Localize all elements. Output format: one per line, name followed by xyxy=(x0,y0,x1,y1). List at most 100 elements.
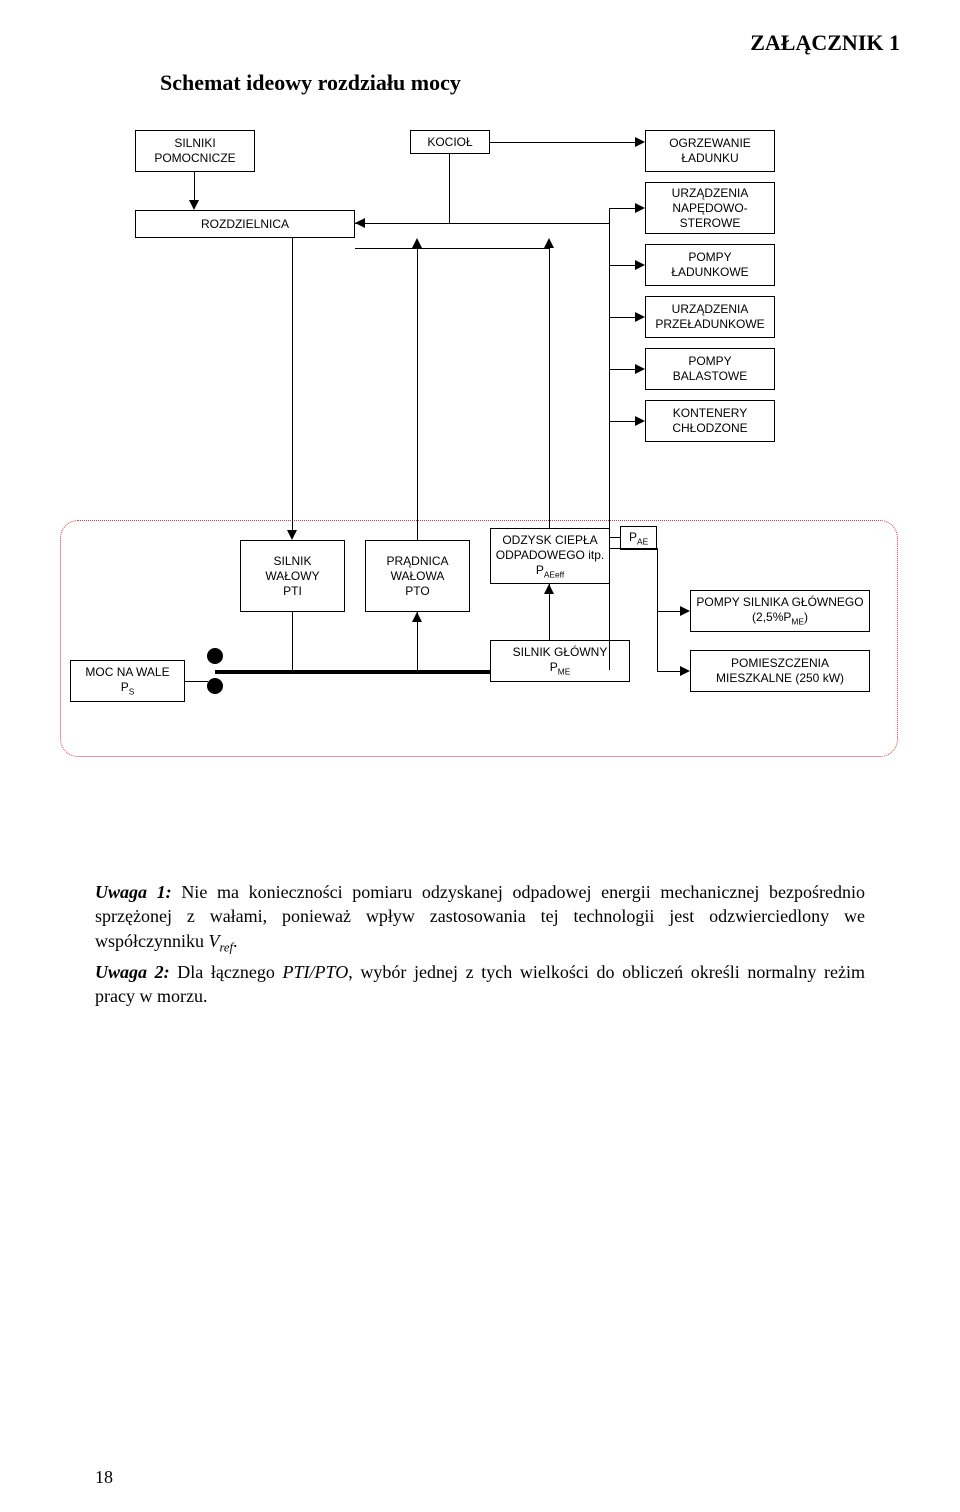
label-pradnica-walowa: PRĄDNICA WAŁOWA PTO xyxy=(386,554,448,599)
note1-ref: ref xyxy=(219,940,233,954)
box-przeladunkowe: URZĄDZENIA PRZEŁADUNKOWE xyxy=(645,296,775,338)
arw-oc-up xyxy=(544,238,554,248)
label-ogrzewanie-ladunku: OGRZEWANIE ŁADUNKU xyxy=(669,136,751,166)
arw-prze xyxy=(635,312,645,322)
label-napedowo-sterowe: URZĄDZENIA NAPĘDOWO- STEROWE xyxy=(672,186,749,231)
box-ogrzewanie-ladunku: OGRZEWANIE ŁADUNKU xyxy=(645,130,775,172)
note-1: Uwaga 1: Nie ma konieczności pomiaru odz… xyxy=(95,880,865,956)
label-pompy-silnika-glownego: POMPY SILNIKA GŁÓWNEGO (2,5%PME) xyxy=(695,595,865,627)
psg-sub: ME xyxy=(791,616,804,626)
box-pomieszczenia-mieszkalne: POMIESZCZENIA MIESZKALNE (250 kW) xyxy=(690,650,870,692)
moc-P: P xyxy=(121,680,129,694)
arw-sg-oc xyxy=(544,584,554,594)
note2-text-a: Dla łącznego xyxy=(170,962,283,982)
line-pti-shaft xyxy=(292,612,293,670)
arw-pto-up xyxy=(412,238,422,248)
stub-pbal xyxy=(609,369,635,370)
attachment-label: ZAŁĄCZNIK 1 xyxy=(750,30,900,56)
box-odzysk-ciepla: ODZYSK CIEPŁA ODPADOWEGO itp. PAEeff xyxy=(490,528,610,584)
arrow-bus-to-rozdz xyxy=(355,218,365,228)
stub-kont xyxy=(609,421,635,422)
line-pae-to-branch xyxy=(609,548,658,549)
box-pradnica-walowa: PRĄDNICA WAŁOWA PTO xyxy=(365,540,470,612)
note2-label: Uwaga 2: xyxy=(95,962,170,982)
stub-plad xyxy=(609,265,635,266)
oc-text: ODZYSK CIEPŁA ODPADOWEGO itp. xyxy=(496,533,604,562)
line-pae-branch xyxy=(657,548,658,671)
arw-nap xyxy=(635,203,645,213)
stub-prze xyxy=(609,317,635,318)
line-moc-shaft xyxy=(185,681,208,682)
box-silnik-walowy: SILNIK WAŁOWY PTI xyxy=(240,540,345,612)
note1-V: V xyxy=(208,931,219,951)
label-kociol: KOCIOŁ xyxy=(427,135,472,150)
box-napedowo-sterowe: URZĄDZENIA NAPĘDOWO- STEROWE xyxy=(645,182,775,234)
line-pto-up xyxy=(417,248,418,540)
label-odzysk-ciepla: ODZYSK CIEPŁA ODPADOWEGO itp. PAEeff xyxy=(496,533,604,580)
line-sg-shaft-bar xyxy=(488,670,490,674)
arw-psg xyxy=(680,606,690,616)
line-bus-1 xyxy=(355,223,610,224)
label-pompy-ladunkowe: POMPY ŁADUNKOWE xyxy=(671,250,748,280)
label-rozdzielnica: ROZDZIELNICA xyxy=(201,217,289,232)
stub-nap xyxy=(609,208,635,209)
page-title: Schemat ideowy rozdziału mocy xyxy=(160,70,461,96)
label-pompy-balastowe: POMPY BALASTOWE xyxy=(673,354,747,384)
oc-sub: AEeff xyxy=(544,569,564,579)
notes-block: Uwaga 1: Nie ma konieczności pomiaru odz… xyxy=(95,880,865,1013)
line-kociol-down xyxy=(449,154,450,224)
box-kociol: KOCIOŁ xyxy=(410,130,490,154)
pae-P: P xyxy=(629,530,637,544)
arrow-kociol-ogrz xyxy=(635,137,645,147)
label-kontenery-chlodzone: KONTENERY CHŁODZONE xyxy=(672,406,747,436)
line-kociol-ogrz xyxy=(490,142,635,143)
line-oc-up xyxy=(549,248,550,528)
box-kontenery-chlodzone: KONTENERY CHŁODZONE xyxy=(645,400,775,442)
box-rozdzielnica: ROZDZIELNICA xyxy=(135,210,355,238)
arw-rozdz-pti xyxy=(287,530,297,540)
moc-text: MOC NA WALE xyxy=(85,665,169,679)
line-sp-rozdz xyxy=(194,172,195,200)
line-vbus-pae xyxy=(609,537,620,538)
line-rozdz-pti xyxy=(292,238,293,530)
oc-P: P xyxy=(536,563,544,577)
arw-pmk xyxy=(680,666,690,676)
note2-pti: PTI/PTO xyxy=(283,962,349,982)
label-silnik-walowy: SILNIK WAŁOWY PTI xyxy=(265,554,319,599)
note-2: Uwaga 2: Dla łącznego PTI/PTO, wybór jed… xyxy=(95,960,865,1009)
box-pompy-ladunkowe: POMPY ŁADUNKOWE xyxy=(645,244,775,286)
stub-pmk xyxy=(657,671,680,672)
line-vbus xyxy=(609,208,610,670)
box-pompy-balastowe: POMPY BALASTOWE xyxy=(645,348,775,390)
sg-sub: ME xyxy=(558,666,571,676)
pae-sub: AE xyxy=(637,536,648,546)
shaft-dot-1 xyxy=(207,648,223,664)
note1-vref: Vref xyxy=(208,931,233,951)
arw-pbal xyxy=(635,364,645,374)
line-sg-shaft xyxy=(490,671,491,672)
label-pomieszczenia-mieszkalne: POMIESZCZENIA MIESZKALNE (250 kW) xyxy=(716,656,844,686)
arw-pto-shaft-up xyxy=(412,612,422,622)
label-silnik-glowny: SILNIK GŁÓWNY PME xyxy=(513,645,608,677)
pae-label: PAE xyxy=(620,526,657,550)
sg-P: P xyxy=(550,660,558,674)
psg-text: POMPY SILNIKA GŁÓWNEGO (2,5%P xyxy=(696,595,863,624)
stub-psg xyxy=(657,611,680,612)
arw-plad xyxy=(635,260,645,270)
box-silniki-pomocnicze: SILNIKI POMOCNICZE xyxy=(135,130,255,172)
dotted-frame xyxy=(60,520,898,757)
diagram: SILNIKI POMOCNICZE KOCIOŁ OGRZEWANIE ŁAD… xyxy=(60,130,900,850)
box-moc-na-wale: MOC NA WALE PS xyxy=(70,660,185,702)
arw-kont xyxy=(635,416,645,426)
arrow-sp-rozdz xyxy=(189,200,199,210)
box-pompy-silnika-glownego: POMPY SILNIKA GŁÓWNEGO (2,5%PME) xyxy=(690,590,870,632)
label-moc-na-wale: MOC NA WALE PS xyxy=(85,665,169,697)
page: ZAŁĄCZNIK 1 Schemat ideowy rozdziału moc… xyxy=(0,0,960,1512)
label-silniki-pomocnicze: SILNIKI POMOCNICZE xyxy=(154,136,235,166)
shaft-bar xyxy=(215,670,490,674)
shaft-dot-2 xyxy=(207,678,223,694)
page-number: 18 xyxy=(95,1467,113,1488)
label-przeladunkowe: URZĄDZENIA PRZEŁADUNKOWE xyxy=(655,302,764,332)
sg-text: SILNIK GŁÓWNY xyxy=(513,645,608,659)
moc-sub: S xyxy=(129,686,135,696)
